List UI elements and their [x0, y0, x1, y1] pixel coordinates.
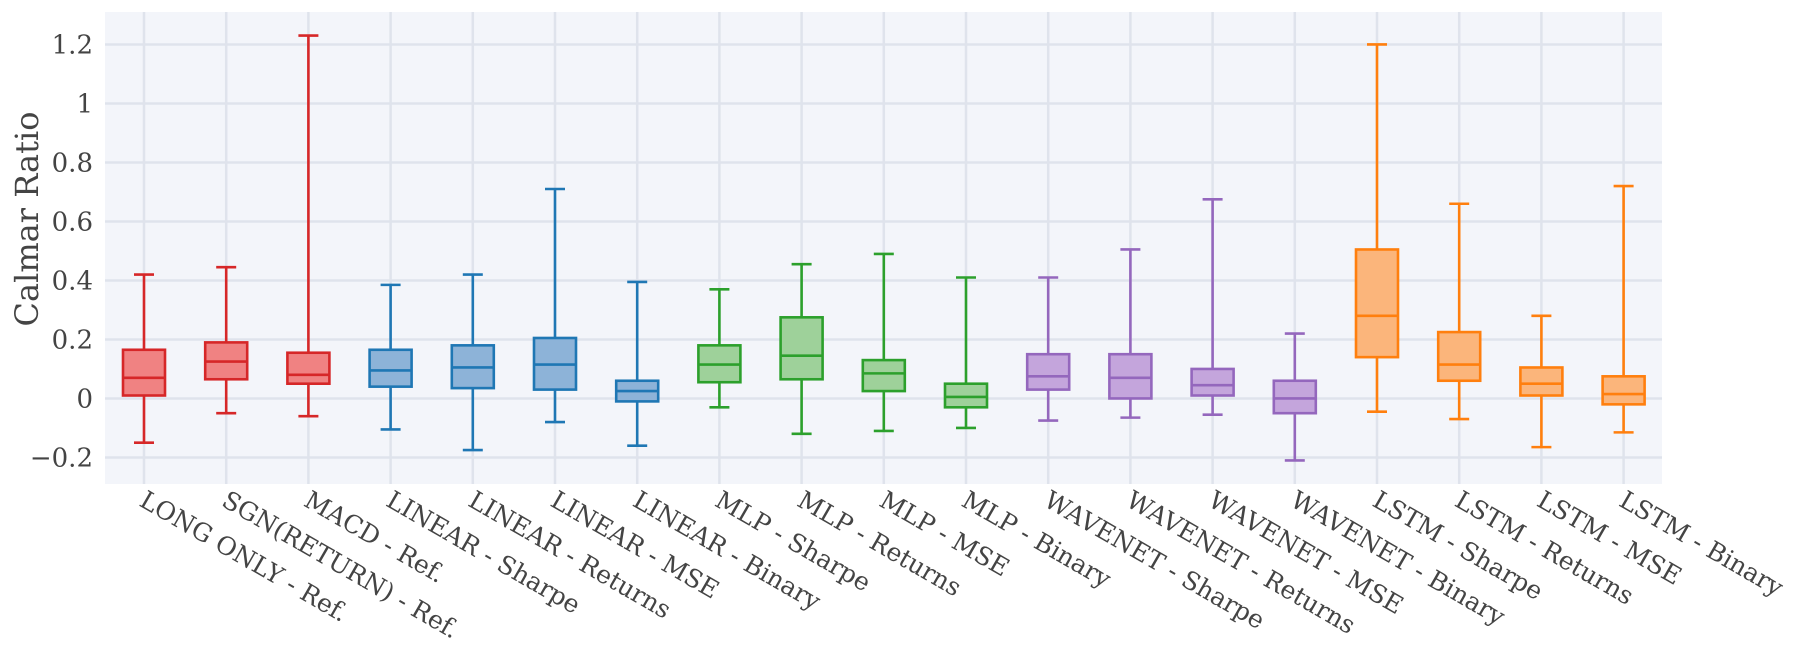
box-16: [1354, 43, 1400, 414]
box-13: [1108, 248, 1153, 419]
box-11: [943, 276, 989, 430]
iqr-box: [1190, 367, 1235, 397]
iqr-box: [1601, 375, 1646, 406]
iqr-box: [1025, 352, 1071, 391]
y-tick-label: −0.2: [30, 443, 93, 473]
iqr-box: [368, 348, 413, 388]
box-4: [368, 283, 413, 431]
box-14: [1190, 198, 1235, 416]
y-tick-label: 0.4: [52, 266, 93, 296]
y-tick-label: 0.6: [52, 207, 93, 237]
box-10: [861, 252, 907, 433]
iqr-box: [286, 351, 331, 386]
y-tick-label: 1: [76, 89, 93, 119]
iqr-box: [1272, 379, 1318, 415]
iqr-box: [861, 358, 907, 393]
y-axis-title: Calmar Ratio: [8, 112, 46, 327]
box-3: [286, 34, 331, 418]
y-tick-label: 0.8: [52, 148, 93, 178]
box-15: [1272, 332, 1318, 462]
box-1: [121, 273, 167, 445]
box-6: [532, 187, 578, 424]
x-axis-category-labels: LONG ONLY - Ref.SGN(RETURN) - Ref.MACD -…: [135, 485, 1789, 644]
box-2: [203, 265, 249, 415]
box-7: [614, 280, 660, 447]
box-5: [450, 273, 496, 452]
box-9: [779, 262, 824, 436]
y-axis-ticks: −0.2 0 0.2 0.4 0.6 0.8 1 1.2: [30, 30, 93, 473]
box-8: [697, 287, 742, 409]
box-12: [1025, 276, 1071, 422]
box-19: [1601, 184, 1646, 434]
iqr-box: [1354, 248, 1400, 359]
iqr-box: [1436, 330, 1482, 383]
y-tick-label: 1.2: [52, 30, 93, 60]
iqr-box: [1108, 352, 1153, 400]
boxes: [121, 34, 1646, 462]
y-tick-label: 0: [76, 384, 93, 414]
box-18: [1519, 314, 1564, 449]
iqr-box: [121, 348, 167, 397]
iqr-box: [779, 316, 824, 381]
iqr-box: [943, 382, 989, 409]
box-17: [1436, 202, 1482, 421]
y-tick-label: 0.2: [52, 325, 93, 355]
iqr-box: [1519, 366, 1564, 397]
